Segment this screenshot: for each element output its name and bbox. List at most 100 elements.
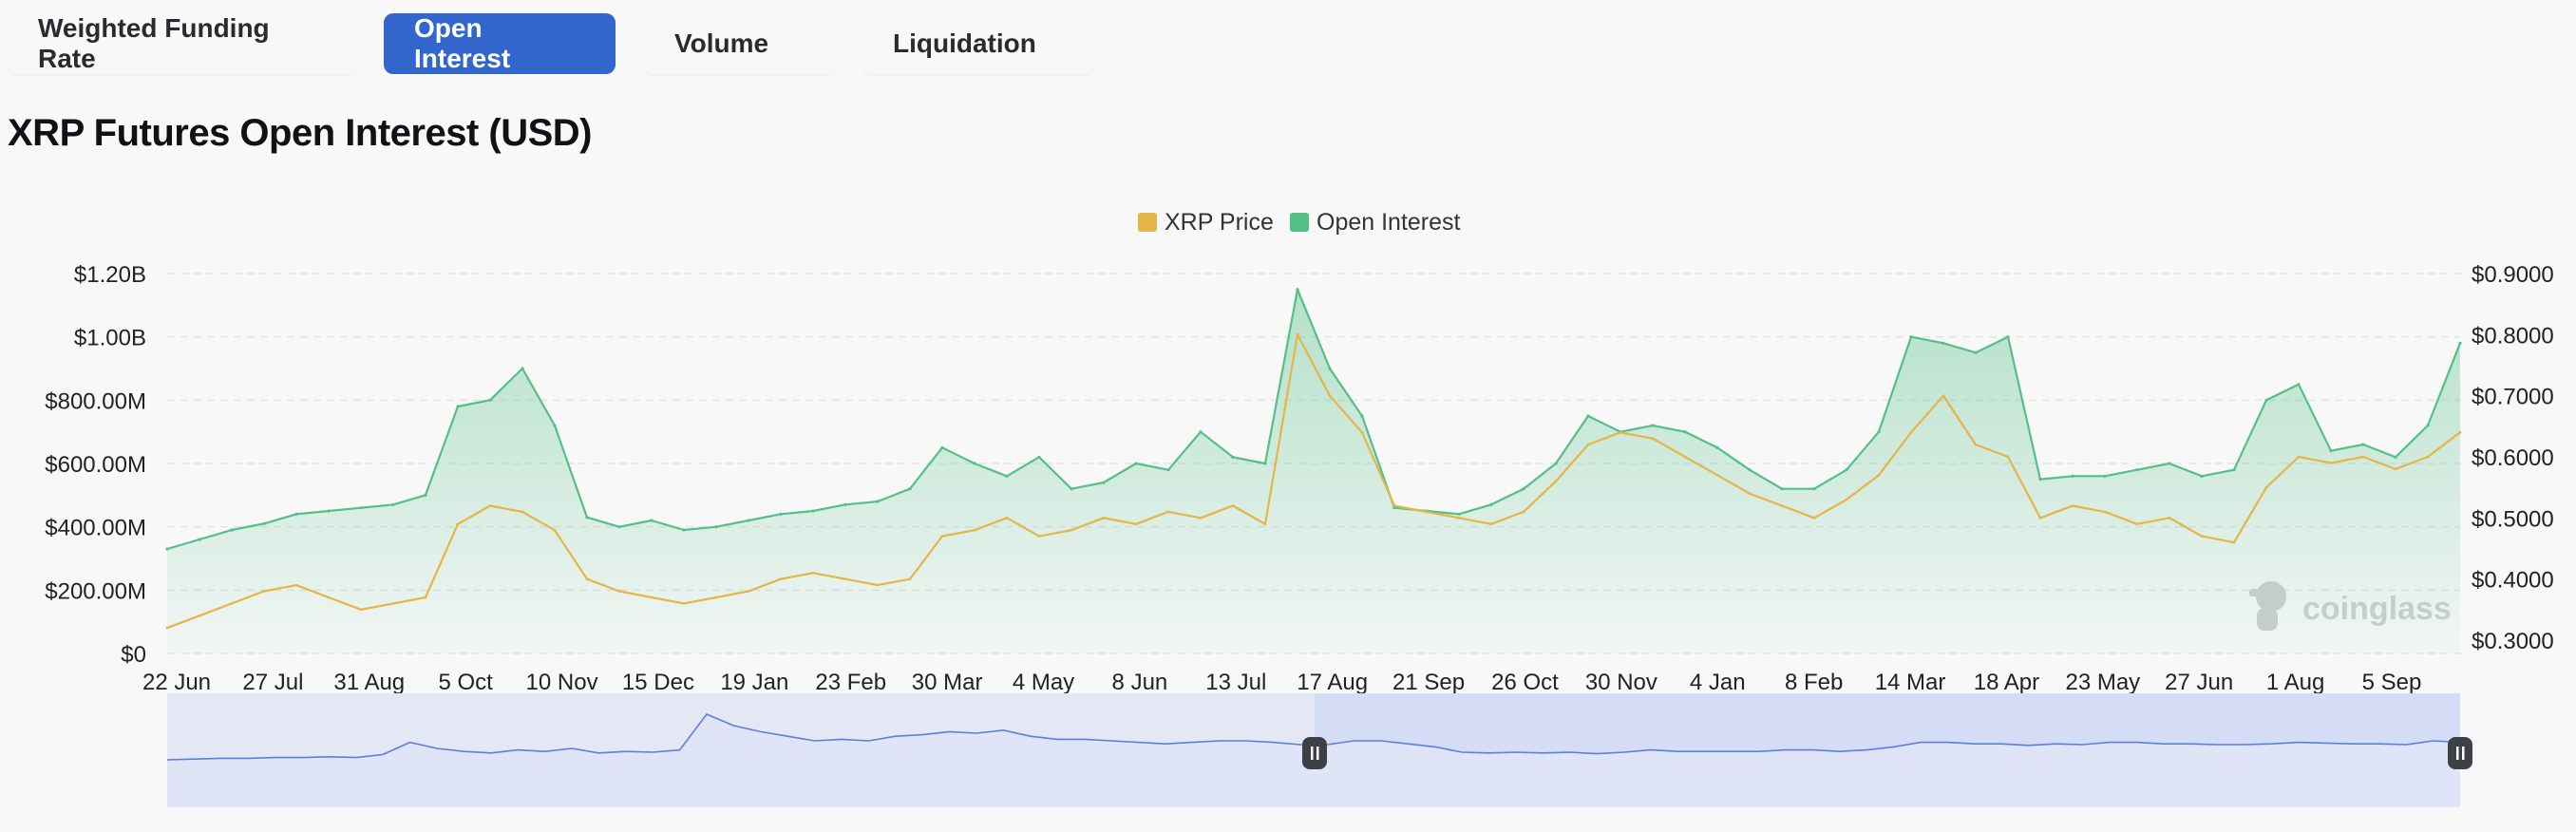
tab-weighted-funding-rate[interactable]: Weighted Funding Rate — [8, 13, 355, 74]
y-left-tick-label: $1.00B — [74, 326, 146, 351]
price-point — [1360, 430, 1364, 434]
price-point — [682, 602, 686, 605]
price-point — [1780, 504, 1784, 507]
open-interest-point — [650, 519, 653, 522]
price-point — [359, 608, 363, 612]
open-interest-point — [2458, 341, 2462, 345]
x-tick-label: 23 Feb — [815, 670, 886, 695]
open-interest-point — [1231, 455, 1235, 459]
x-tick-label: 5 Oct — [438, 670, 493, 695]
price-point — [488, 504, 492, 507]
y-left-tick-label: $400.00M — [45, 516, 146, 541]
price-point — [1748, 492, 1752, 495]
x-tick-label: 10 Nov — [526, 670, 598, 695]
legend-swatch-price — [1138, 213, 1157, 232]
price-point — [1166, 510, 1170, 514]
open-interest-point — [1780, 487, 1784, 491]
legend-label-price: XRP Price — [1165, 209, 1274, 236]
open-interest-point — [714, 525, 718, 529]
price-point — [1134, 522, 1138, 526]
open-interest-point — [1845, 468, 1848, 472]
chart-legend: XRP Price Open Interest — [1138, 209, 1461, 236]
x-tick-label: 4 Jan — [1690, 670, 1746, 695]
open-interest-point — [747, 519, 750, 522]
price-point — [1231, 504, 1235, 507]
price-point — [1812, 516, 1816, 520]
navigator-handle-right[interactable] — [2448, 737, 2472, 769]
price-point — [1683, 455, 1687, 459]
open-interest-point — [165, 547, 169, 551]
open-interest-point — [1296, 288, 1299, 292]
tab-volume[interactable]: Volume — [644, 13, 834, 74]
open-interest-point — [1909, 335, 1913, 339]
y-left-tick-label: $600.00M — [45, 452, 146, 478]
open-interest-point — [262, 521, 266, 525]
open-interest-point — [1748, 468, 1752, 472]
price-point — [1037, 535, 1041, 539]
price-point — [198, 614, 201, 617]
y-left-tick-label: $800.00M — [45, 388, 146, 414]
open-interest-point — [1941, 341, 1945, 345]
tab-liquidation[interactable]: Liquidation — [862, 13, 1094, 74]
open-interest-point — [198, 538, 201, 541]
price-point — [553, 528, 557, 532]
open-interest-point — [230, 528, 234, 532]
price-point — [1845, 498, 1848, 501]
price-point — [811, 571, 815, 575]
open-interest-point — [2361, 443, 2365, 446]
price-point — [1070, 528, 1073, 532]
open-interest-point — [2264, 398, 2268, 402]
tab-open-interest[interactable]: Open Interest — [384, 13, 616, 74]
navigator-handle-left[interactable] — [1302, 737, 1327, 769]
legend-swatch-open-interest — [1290, 213, 1309, 232]
x-tick-label: 1 Aug — [2266, 670, 2324, 695]
open-interest-point — [2297, 383, 2301, 387]
y-left-tick-label: $200.00M — [45, 578, 146, 604]
legend-item-open-interest[interactable]: Open Interest — [1290, 209, 1461, 236]
open-interest-point — [1522, 487, 1525, 491]
open-interest-point — [1005, 474, 1009, 478]
open-interest-line — [166, 288, 2462, 551]
price-point — [1425, 510, 1429, 514]
y-right-tick-label: $0.6000 — [2472, 445, 2554, 471]
navigator[interactable] — [166, 693, 2472, 807]
open-interest-point — [1974, 350, 1978, 354]
price-point — [585, 577, 589, 581]
price-point — [2200, 535, 2204, 539]
open-interest-point — [2006, 335, 2010, 339]
y-right-tick-label: $0.3000 — [2472, 629, 2554, 654]
open-interest-point — [2426, 424, 2430, 427]
open-interest-point — [1554, 462, 1558, 465]
open-interest-point — [973, 462, 976, 465]
open-interest-point — [811, 509, 815, 513]
legend-item-price[interactable]: XRP Price — [1138, 209, 1274, 236]
price-point — [1263, 522, 1267, 526]
price-point — [1296, 332, 1299, 336]
open-interest-point — [843, 502, 847, 506]
price-point — [1619, 430, 1622, 434]
price-point — [908, 577, 912, 581]
price-point — [294, 583, 298, 587]
price-point — [1586, 443, 1590, 446]
price-point — [843, 577, 847, 581]
open-interest-point — [553, 424, 557, 427]
open-interest-point — [585, 516, 589, 520]
x-tick-label: 23 May — [2065, 670, 2140, 695]
open-interest-point — [1683, 430, 1687, 434]
price-point — [940, 535, 944, 539]
x-tick-label: 4 May — [1013, 670, 1074, 695]
x-tick-label: 27 Jul — [242, 670, 303, 695]
open-interest-point — [779, 512, 783, 516]
price-point — [2458, 430, 2462, 434]
price-point — [1974, 443, 1978, 446]
price-point — [714, 596, 718, 599]
price-point — [1554, 480, 1558, 483]
x-tick-label: 18 Apr — [1974, 670, 2039, 695]
open-interest-point — [2329, 449, 2333, 453]
x-tick-label: 14 Mar — [1875, 670, 1946, 695]
open-interest-point — [2232, 468, 2236, 472]
price-point — [2329, 462, 2333, 464]
price-point — [391, 602, 395, 605]
price-point — [1651, 437, 1655, 441]
x-tick-label: 13 Jul — [1205, 670, 1266, 695]
